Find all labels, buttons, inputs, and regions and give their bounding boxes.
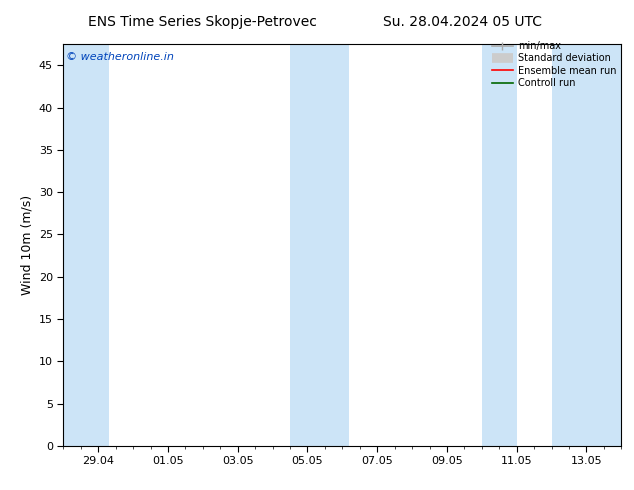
Text: © weatheronline.in: © weatheronline.in (66, 52, 174, 62)
Bar (290, 44, 325, 446)
Bar (63, 44, 109, 446)
Bar (552, 44, 621, 446)
Text: Su. 28.04.2024 05 UTC: Su. 28.04.2024 05 UTC (384, 15, 542, 29)
Bar (482, 44, 517, 446)
Text: ENS Time Series Skopje-Petrovec: ENS Time Series Skopje-Petrovec (88, 15, 318, 29)
Bar (325, 44, 349, 446)
Legend: min/max, Standard deviation, Ensemble mean run, Controll run: min/max, Standard deviation, Ensemble me… (492, 41, 616, 88)
Y-axis label: Wind 10m (m/s): Wind 10m (m/s) (20, 195, 34, 295)
